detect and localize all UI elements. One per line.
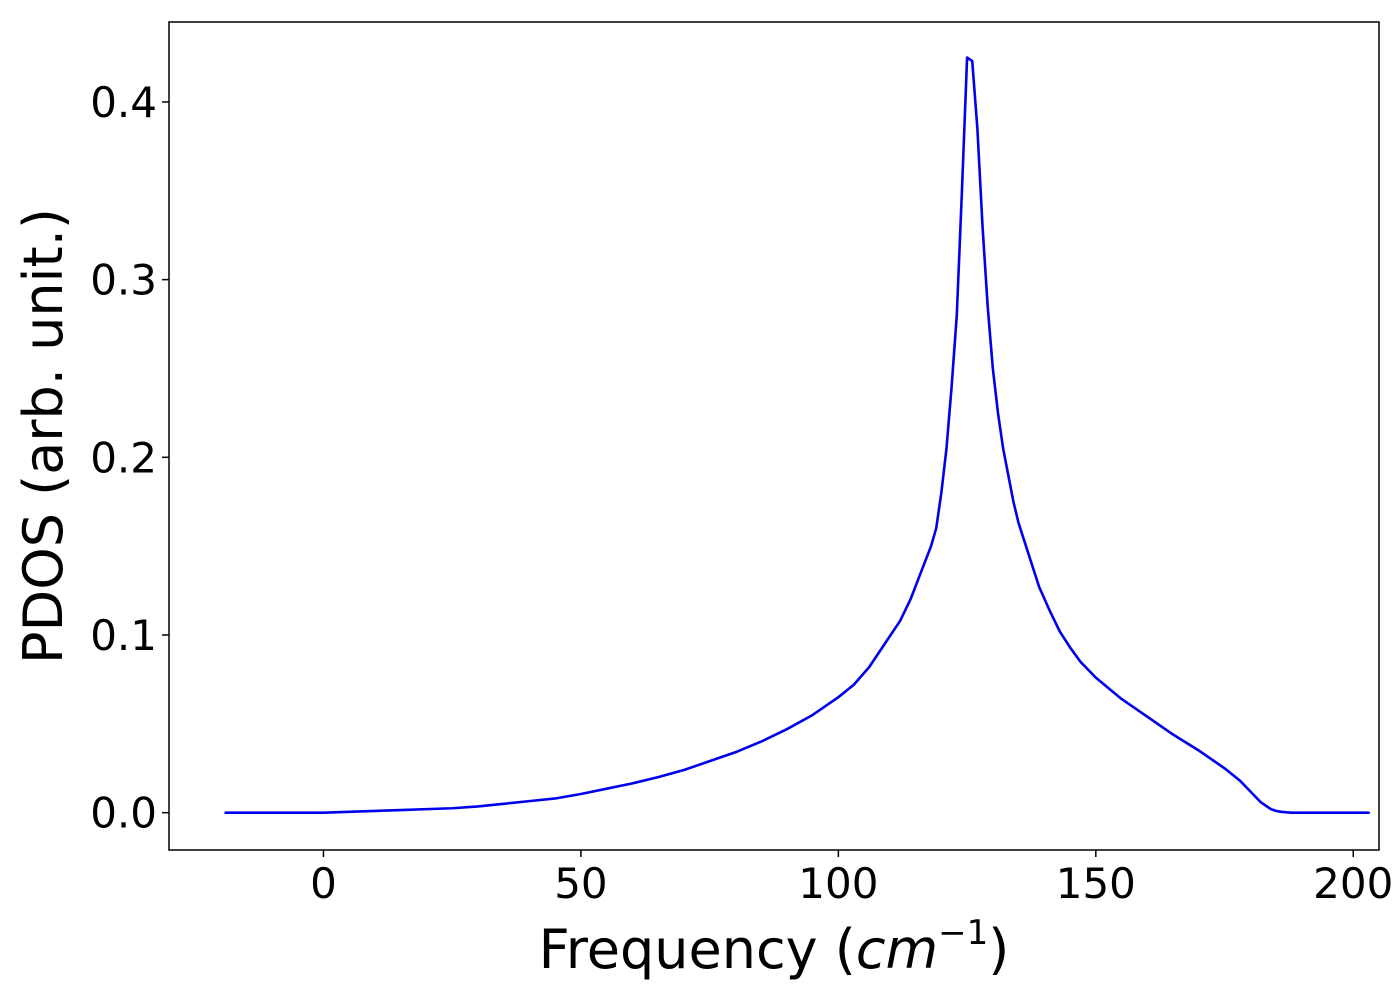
- x-axis-ticks: 0 50 100 150 200: [310, 850, 1393, 908]
- x-tick-label: 100: [798, 859, 878, 908]
- y-tick-label: 0.2: [90, 433, 157, 482]
- y-axis-label: PDOS (arb. unit.): [12, 208, 75, 664]
- y-tick-label: 0.0: [90, 789, 157, 838]
- x-tick-label: 0: [310, 859, 337, 908]
- x-tick-label: 50: [554, 859, 607, 908]
- pdos-series-line: [224, 56, 1370, 814]
- y-axis-ticks: 0.0 0.1 0.2 0.3 0.4: [90, 78, 169, 838]
- y-tick-label: 0.4: [90, 78, 157, 127]
- x-axis-label-unit: cm: [856, 918, 938, 981]
- x-axis-label-exponent: −1: [938, 913, 988, 953]
- x-tick-label: 200: [1313, 859, 1393, 908]
- plot-area: [168, 21, 1380, 851]
- x-tick-label: 150: [1056, 859, 1136, 908]
- x-axis-label-close: ): [988, 918, 1009, 981]
- x-axis-label: Frequency (cm−1): [539, 913, 1010, 981]
- y-tick-label: 0.1: [90, 611, 157, 660]
- y-tick-label: 0.3: [90, 256, 157, 305]
- series-layer: [224, 56, 1370, 814]
